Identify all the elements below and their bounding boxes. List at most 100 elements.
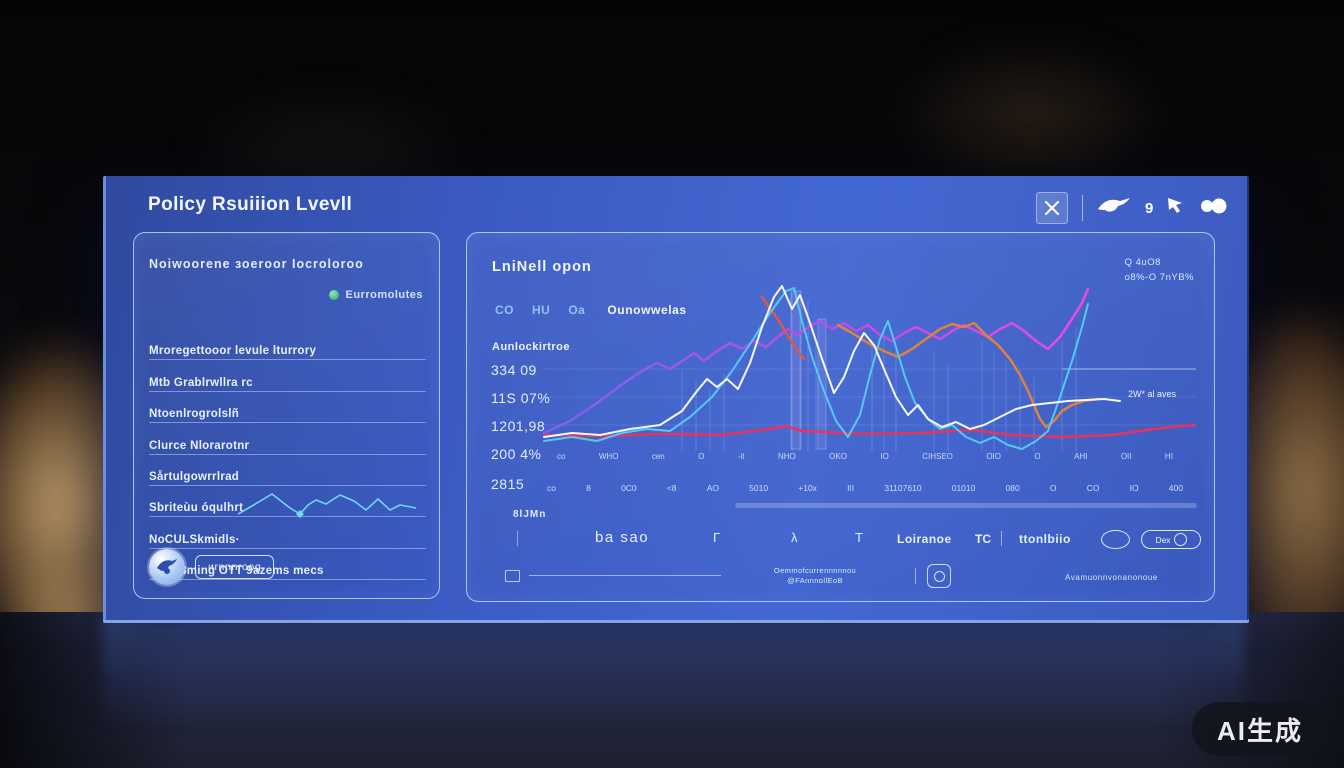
series-orange-mid bbox=[760, 295, 806, 361]
y-axis-label: 1201,98 bbox=[491, 418, 546, 434]
chart-footnote: 8lJMn bbox=[513, 509, 547, 520]
g-glyph-icon[interactable]: 9 bbox=[1145, 199, 1154, 217]
toolbar-glyph-3[interactable]: T bbox=[855, 530, 863, 545]
list-item-label: Sårtulgowrrlrad bbox=[149, 470, 240, 483]
x-tick: WHO bbox=[598, 452, 619, 461]
toolbar-glyph-1[interactable]: Γ bbox=[713, 530, 721, 545]
x-tick: III bbox=[847, 483, 855, 493]
list-item[interactable]: Mroregettooor levule lturrory bbox=[149, 329, 426, 361]
list-item-label: Mroregettooor levule lturrory bbox=[149, 345, 317, 358]
floor-surface bbox=[0, 612, 1344, 768]
toolbar-label-tc[interactable]: TC bbox=[975, 532, 991, 546]
x-tick: 01010 bbox=[951, 483, 976, 493]
chart-card-title: LniNell opon bbox=[492, 259, 592, 275]
sidebar-card: Noiwoorene зоeroor Iocroloroo Eurromolut… bbox=[133, 232, 440, 599]
series-crimson-flat bbox=[542, 423, 1196, 439]
list-item[interactable]: Mtb Grablrwllra rc bbox=[149, 360, 426, 392]
x-tick: O bbox=[1034, 452, 1041, 461]
dashboard-panel: Policy Rsuiiion Lvevll 9 Noiwoorene зоer… bbox=[103, 176, 1249, 620]
toggle-knob-icon bbox=[1173, 533, 1187, 546]
chart-annotation: 2W* al aves bbox=[1128, 389, 1177, 399]
toolbar-label-ttonlbiio[interactable]: ttonlbiio bbox=[1019, 532, 1071, 546]
x-tick: 5010 bbox=[749, 483, 769, 493]
filter-row: CO HU Oa Ounowwelas bbox=[495, 303, 687, 317]
list-item[interactable]: Clurce Nlorarotnr bbox=[149, 423, 426, 455]
swallow-icon[interactable] bbox=[1097, 196, 1131, 221]
x-tick: co bbox=[547, 483, 556, 493]
sidebar-footer: иrnnnroog bbox=[149, 549, 275, 585]
sidebar-legend-label: Eurromolutes bbox=[345, 289, 423, 301]
sidebar-footer-button[interactable]: иrnnnroog bbox=[195, 555, 275, 579]
filter-chip[interactable]: CO bbox=[495, 303, 514, 317]
status-dot-icon bbox=[329, 290, 340, 300]
toolbar-circle-button[interactable] bbox=[1101, 530, 1130, 549]
list-item[interactable]: MWe 8ming OTT 9azems mecs bbox=[149, 549, 426, 581]
x-tick: 8 bbox=[586, 483, 591, 493]
y-axis-label: 2815 bbox=[491, 476, 525, 492]
x-logo-icon[interactable] bbox=[1036, 192, 1068, 224]
list-item-label: NoCULSkmidls· bbox=[149, 533, 240, 546]
x-tick: O bbox=[698, 452, 705, 461]
footer-square-icon[interactable] bbox=[505, 570, 520, 582]
filter-row-label: Ounowwelas bbox=[607, 303, 687, 317]
x-tick: -it bbox=[737, 452, 745, 461]
slider-track[interactable] bbox=[735, 503, 1197, 508]
x-tick: OII bbox=[1120, 452, 1132, 461]
x-tick: 080 bbox=[1005, 483, 1020, 493]
toolbar-label-loiranoe[interactable]: Loiranoe bbox=[897, 532, 952, 546]
header-icon-bar: 9 bbox=[1036, 192, 1229, 224]
sparkline-chart bbox=[238, 493, 417, 519]
x-tick: cen bbox=[651, 452, 665, 461]
x-tick: O bbox=[1049, 483, 1057, 493]
filter-chip[interactable]: Oa bbox=[568, 303, 586, 317]
list-item[interactable]: Sårtulgowrrlrad bbox=[149, 455, 426, 486]
x-axis-ticks-row1: co WHO cen O -it NHO OKO IO CIHSEO OIO O AHI OII HI bbox=[557, 452, 1173, 461]
sidebar-legend: Eurromolutes bbox=[329, 289, 423, 301]
toolbar-toggle[interactable]: Dex bbox=[1141, 530, 1201, 549]
x-tick: CO bbox=[1086, 483, 1100, 493]
series-white bbox=[543, 285, 1121, 438]
x-axis-ticks-row2: co 8 0C0 <8 AO 5010 +10x III 31107610 01010 080 O CO… bbox=[547, 483, 1183, 493]
list-item-label: MWe 8ming OTT 9azems mecs bbox=[149, 565, 324, 578]
double-circle-icon[interactable] bbox=[1199, 196, 1229, 221]
list-item[interactable]: Sbriteùu óqulhrt bbox=[149, 486, 426, 519]
list-item-label: Mtb Grablrwllra rc bbox=[149, 376, 253, 389]
toolbar-divider-2 bbox=[1001, 531, 1002, 546]
footer-divider bbox=[915, 568, 916, 584]
footer-center-line1: Oemmofcurrennnnnou bbox=[773, 566, 857, 575]
footer-center-line2: @FAnnnollEoB bbox=[787, 576, 843, 585]
x-tick: IO bbox=[1129, 483, 1139, 493]
sidebar-list: Mroregettooor levule lturrory Mtb Grablrw… bbox=[149, 329, 426, 581]
x-tick: OIO bbox=[986, 452, 1001, 461]
x-tick: 400 bbox=[1168, 483, 1183, 493]
y-axis-label: 334 09 bbox=[491, 362, 537, 378]
list-item[interactable]: Ntoenlrogrolslñ bbox=[149, 392, 426, 424]
toolbar-label-basao[interactable]: ba sao bbox=[595, 529, 650, 546]
list-item[interactable]: NoCULSkmidls· bbox=[149, 517, 426, 549]
record-icon[interactable] bbox=[927, 564, 951, 588]
line-chart[interactable]: 2W* al aves bbox=[542, 279, 1196, 463]
x-tick: OKO bbox=[829, 452, 847, 461]
filter-chip[interactable]: HU bbox=[532, 303, 551, 317]
list-item-label: Clurce Nlorarotnr bbox=[149, 439, 250, 452]
chart-meta: Q 4uO8 o8%-O 7nYB% bbox=[1125, 255, 1194, 285]
x-tick: IO bbox=[880, 452, 889, 461]
ambient-glow-top bbox=[890, 40, 1170, 190]
x-tick: 31107610 bbox=[884, 483, 922, 493]
toolbar-glyph-2[interactable]: λ bbox=[791, 530, 798, 545]
ai-watermark: AI生成 bbox=[1192, 702, 1328, 756]
x-tick: HI bbox=[1164, 452, 1173, 461]
footer-right-text: Avamuonnvonanonoue bbox=[1065, 573, 1158, 582]
cursor-icon[interactable] bbox=[1167, 197, 1185, 220]
card-footer: Oemmofcurrennnnnou @FAnnnollEoB Avamuonn… bbox=[467, 563, 1214, 593]
series-violet-magenta bbox=[542, 287, 1090, 435]
y-axis-label: 11S 07% bbox=[491, 390, 551, 406]
footer-center-text: Oemmofcurrennnnnou @FAnnnollEoB bbox=[725, 566, 905, 586]
list-item-label: Ntoenlrogrolslñ bbox=[149, 408, 240, 421]
x-tick: co bbox=[557, 452, 566, 461]
x-tick: CIHSEO bbox=[922, 452, 953, 461]
bird-logo-icon[interactable] bbox=[149, 549, 185, 585]
series-cyan bbox=[543, 287, 1089, 450]
x-tick: <8 bbox=[666, 483, 677, 493]
toolbar-toggle-label: Dex bbox=[1155, 534, 1171, 545]
